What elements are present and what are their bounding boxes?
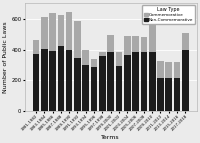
- Bar: [66, 12, 72, 50]
- Bar: [124, 55, 131, 111]
- Bar: [149, 52, 156, 111]
- Bar: [74, 58, 81, 111]
- Bar: [132, 52, 139, 111]
- Bar: [33, 40, 39, 54]
- X-axis label: Terms: Terms: [101, 135, 120, 140]
- Legend: Commemorative, Non-Commemorative: Commemorative, Non-Commemorative: [142, 5, 195, 24]
- Bar: [174, 78, 180, 111]
- Bar: [41, 17, 48, 49]
- Bar: [82, 50, 89, 65]
- Bar: [58, 46, 64, 111]
- Bar: [141, 37, 147, 52]
- Y-axis label: Number of Public Laws: Number of Public Laws: [3, 21, 8, 93]
- Bar: [174, 62, 180, 78]
- Bar: [99, 56, 106, 111]
- Bar: [74, 21, 81, 58]
- Bar: [82, 65, 89, 111]
- Bar: [49, 13, 56, 51]
- Bar: [66, 50, 72, 111]
- Bar: [91, 67, 97, 111]
- Bar: [49, 51, 56, 111]
- Bar: [58, 15, 64, 46]
- Bar: [33, 54, 39, 111]
- Bar: [132, 36, 139, 52]
- Bar: [99, 52, 106, 56]
- Bar: [124, 36, 131, 55]
- Bar: [107, 52, 114, 111]
- Bar: [149, 21, 156, 52]
- Bar: [157, 61, 164, 78]
- Bar: [116, 65, 122, 111]
- Bar: [182, 33, 189, 50]
- Bar: [165, 79, 172, 111]
- Bar: [165, 61, 172, 79]
- Bar: [116, 52, 122, 65]
- Bar: [107, 35, 114, 52]
- Bar: [41, 49, 48, 111]
- Bar: [91, 59, 97, 67]
- Bar: [157, 78, 164, 111]
- Bar: [182, 50, 189, 111]
- Bar: [141, 52, 147, 111]
